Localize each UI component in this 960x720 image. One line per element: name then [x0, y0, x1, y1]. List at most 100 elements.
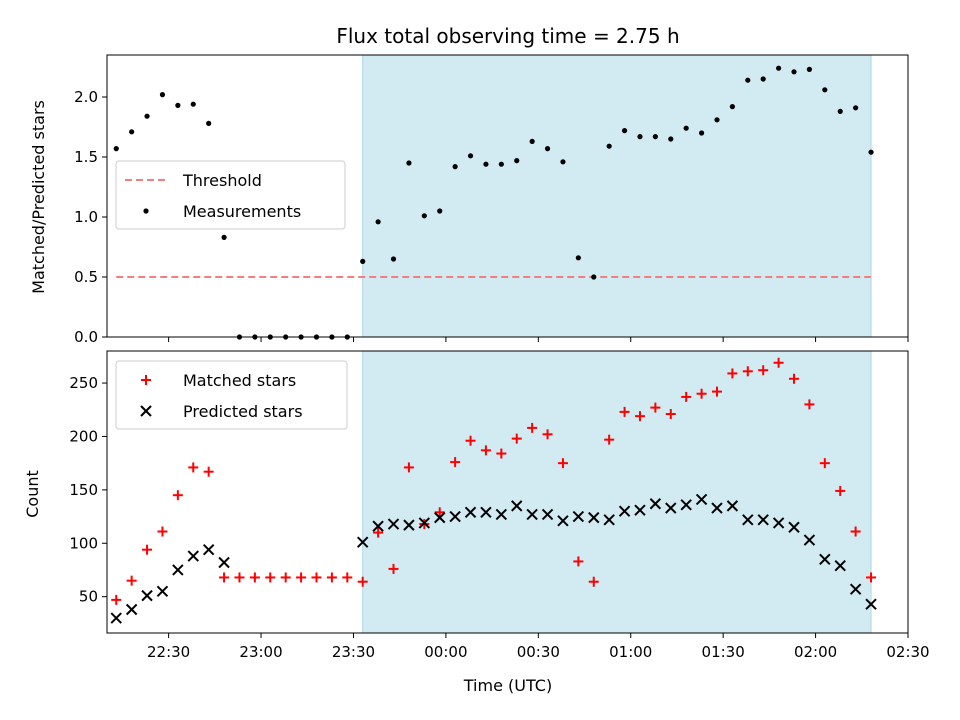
measurement-point: [853, 105, 859, 111]
matched-star-marker: [342, 572, 353, 583]
legend-entry-label: Threshold: [182, 171, 262, 190]
top-y-axis-label: Matched/Predicted stars: [29, 100, 48, 294]
matched-star-marker: [573, 556, 584, 567]
x-axis-label: Time (UTC): [463, 676, 552, 695]
measurement-point: [360, 258, 366, 264]
predicted-star-marker: [834, 559, 846, 572]
matched-star-marker: [711, 386, 722, 397]
predicted-star-marker: [588, 511, 600, 524]
matched-star-marker: [296, 572, 307, 583]
x-tick-label: 23:30: [332, 643, 375, 661]
predicted-star-marker: [757, 514, 769, 526]
predicted-star-marker: [403, 519, 415, 531]
matched-star-marker: [835, 485, 846, 496]
predicted-star-marker: [172, 564, 184, 576]
measurement-point: [637, 134, 643, 140]
bottom-y-tick-label: 250: [69, 374, 98, 392]
predicted-star-marker: [726, 500, 739, 512]
predicted-star-marker: [141, 589, 153, 602]
measurement-point: [868, 149, 874, 155]
predicted-star-marker: [356, 536, 369, 548]
matched-star-marker: [249, 572, 260, 583]
measurement-point: [190, 101, 196, 107]
measurement-point: [529, 138, 535, 144]
matched-star-marker: [326, 572, 337, 583]
top-y-tick-label: 1.5: [74, 148, 98, 166]
matched-star-marker: [357, 576, 368, 587]
predicted-star-marker: [819, 553, 831, 566]
x-tick-label: 22:30: [147, 643, 190, 661]
predicted-star-marker: [464, 506, 477, 519]
matched-star-marker: [434, 507, 445, 518]
measurement-point: [560, 159, 566, 165]
predicted-star-marker: [202, 543, 215, 556]
legend-matched-swatch: [141, 375, 151, 385]
predicted-star-marker: [187, 550, 199, 562]
measurement-point: [452, 164, 458, 170]
top-y-tick-label: 0.5: [74, 268, 98, 286]
legend-predicted-swatch: [140, 405, 152, 417]
measurement-point: [776, 65, 782, 71]
measurement-point: [606, 143, 612, 149]
predicted-star-marker: [742, 514, 754, 526]
predicted-star-marker: [125, 603, 138, 616]
top-legend-box: [115, 160, 346, 230]
matched-star-marker: [742, 366, 753, 377]
predicted-star-marker: [865, 598, 877, 610]
matched-star-marker: [758, 365, 769, 376]
predicted-star-marker: [511, 500, 523, 512]
matched-star-marker: [619, 406, 630, 417]
matched-star-marker: [542, 429, 553, 440]
predicted-star-marker: [418, 517, 431, 529]
measurement-point: [129, 129, 135, 135]
measurement-point: [498, 161, 504, 167]
x-tick-label: 01:30: [702, 643, 745, 661]
bottom-y-tick-label: 50: [79, 588, 98, 606]
top-y-tick-label: 2.0: [74, 88, 98, 106]
measurement-point: [822, 87, 828, 93]
matched-star-marker: [496, 448, 507, 459]
matched-star-marker: [111, 594, 122, 605]
matched-star-marker: [465, 435, 476, 446]
legend-entry-label: Matched stars: [183, 371, 296, 390]
matched-star-marker: [203, 466, 214, 477]
top-y-tick-label: 0.0: [74, 328, 98, 346]
predicted-star-marker: [680, 499, 692, 511]
predicted-star-marker: [218, 556, 230, 569]
measurement-point: [729, 104, 735, 110]
measurement-point: [221, 234, 227, 240]
bottom-plot-frame: [106, 350, 909, 634]
top-plot-frame: [106, 54, 909, 338]
matched-star-marker: [142, 544, 153, 555]
legend-measurement-swatch: [143, 208, 149, 214]
matched-star-marker: [866, 572, 877, 583]
predicted-star-marker: [665, 502, 677, 514]
bottom-y-tick-label: 150: [69, 481, 98, 499]
predicted-star-marker: [711, 502, 723, 514]
matched-star-marker: [650, 402, 661, 413]
measurement-point: [668, 136, 674, 142]
measurement-point: [575, 255, 581, 261]
bottom-y-tick-label: 100: [69, 534, 98, 552]
matched-star-marker: [172, 490, 183, 501]
matched-star-marker: [126, 575, 137, 586]
x-tick-label: 00:30: [517, 643, 560, 661]
predicted-star-marker: [156, 585, 169, 598]
measurement-point: [791, 69, 797, 75]
measurement-point: [437, 208, 443, 214]
matched-star-marker: [850, 526, 861, 537]
measurement-point: [683, 125, 689, 131]
predicted-star-marker: [495, 508, 508, 521]
matched-star-marker: [280, 572, 291, 583]
legend-entry-label: Predicted stars: [183, 402, 303, 421]
predicted-star-marker: [649, 498, 662, 510]
predicted-star-marker: [695, 493, 708, 506]
matched-star-marker: [789, 373, 800, 384]
measurement-point: [745, 77, 751, 83]
predicted-star-marker: [110, 612, 122, 624]
predicted-star-marker: [849, 583, 862, 595]
measurement-point: [544, 146, 551, 152]
predicted-star-marker: [480, 506, 492, 519]
matched-star-marker: [634, 411, 645, 422]
